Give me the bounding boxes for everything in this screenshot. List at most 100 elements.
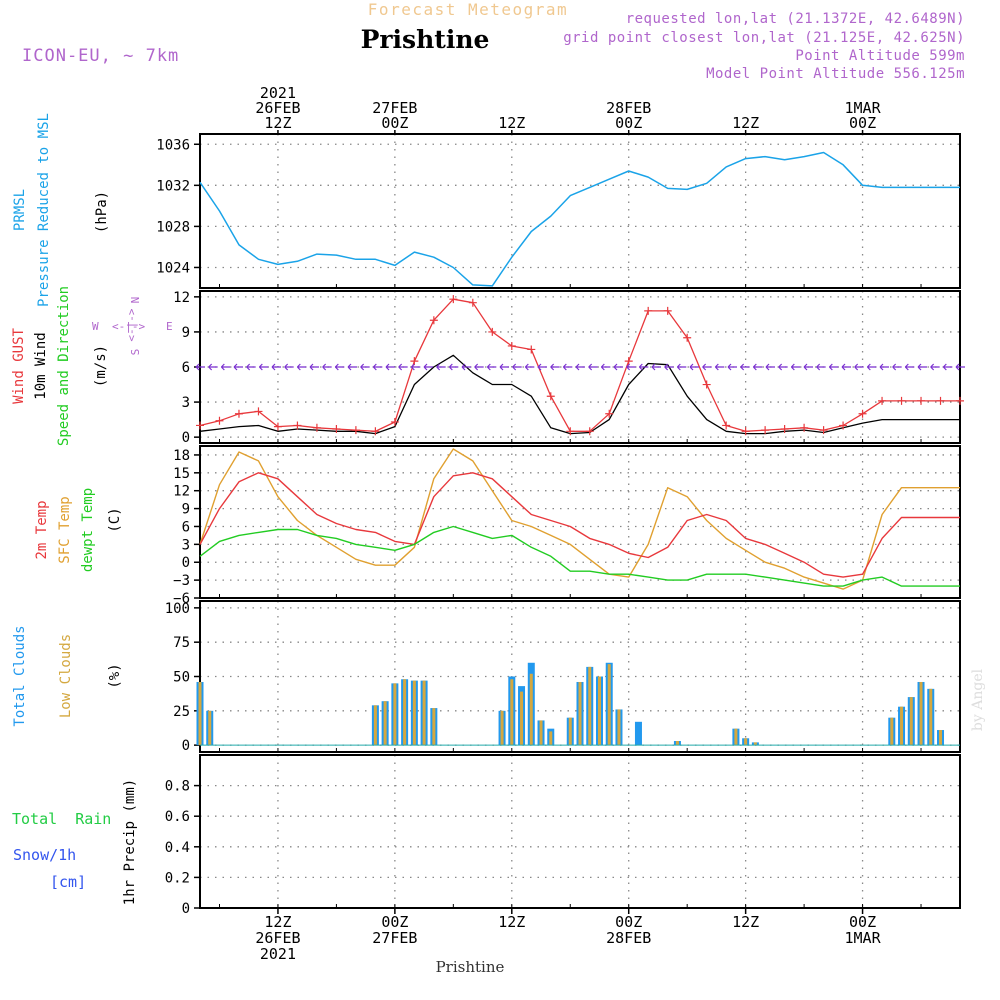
compass-w: W [92, 320, 99, 333]
wind-direction-arrow [942, 363, 953, 371]
wind-direction-arrow [195, 363, 205, 371]
wind-direction-arrow [752, 363, 763, 371]
low-cloud-bar [539, 720, 543, 746]
low-cloud-bar [607, 664, 611, 746]
wind-gust-marker [488, 327, 497, 336]
wind-direction-arrow [271, 363, 281, 371]
pressure-ytick-label: 1036 [156, 137, 190, 153]
precip-panel-labels: Total Rain Snow/1h [cm] 1hr Precip (mm) [12, 779, 138, 905]
pressure-panel: 1024 1028 1032 1036 [156, 133, 961, 289]
clouds-frame [199, 600, 961, 753]
compass-ew-arrow: <-|-> [112, 320, 145, 333]
low-cloud-bar [744, 738, 748, 746]
total-cloud-bar [634, 721, 642, 746]
wind-direction-arrow [803, 363, 813, 371]
wind-gust-marker [624, 357, 633, 366]
wind-direction-arrow [436, 363, 446, 371]
wind-direction-arrow [448, 363, 459, 371]
low-cloud-bar [597, 676, 601, 746]
wind-direction-arrow [892, 363, 902, 371]
wind-mean-series [199, 354, 960, 435]
chart-title: Prishtine [361, 25, 490, 54]
wind-direction-arrow [220, 363, 231, 371]
dewpt-temp-series [199, 525, 960, 587]
temp-ytick-label: 12 [173, 484, 190, 500]
bottom-time-label: 12Z [498, 913, 525, 931]
wind-gust-marker [761, 426, 770, 435]
clouds-ytick-label: 75 [173, 635, 190, 651]
prmsl-label: PRMSL [12, 189, 28, 231]
wind-direction-arrow [512, 363, 522, 371]
low-cloud-bar [373, 705, 377, 746]
sfc-temp-series [199, 448, 960, 590]
wind-speed-dir-label: Speed and Direction [56, 286, 72, 446]
temp-panel-labels: 2m Temp SFC Temp dewpt Temp (C) [34, 488, 123, 572]
low-cloud-bar [734, 728, 738, 746]
wind-gust-marker [936, 396, 945, 405]
low-cloud-bar [529, 673, 533, 746]
wind-direction-arrow [334, 363, 345, 371]
wind-gust-marker [215, 416, 224, 425]
temp-frame [199, 445, 961, 599]
bottom-time-label: 12Z [732, 913, 759, 931]
wind-gust-marker [527, 345, 536, 354]
wind-unit: (m/s) [93, 345, 109, 387]
low-cloud-bar [500, 710, 504, 746]
wind-direction-arrow [854, 363, 864, 371]
wind-direction-arrow [740, 363, 750, 371]
top-time-label: 12Z [264, 114, 291, 132]
wind-direction-arrow [537, 363, 547, 371]
compass-e: E [166, 320, 173, 333]
temp-ytick-label: 15 [173, 466, 190, 482]
temp-ytick-label: 3 [182, 537, 190, 553]
wind-gust-marker [332, 424, 341, 433]
wind-ytick-label: 3 [182, 395, 190, 411]
temp-sfc-label: SFC Temp [57, 496, 73, 563]
temp-2m-label: 2m Temp [34, 500, 50, 559]
bottom-time-label: 00Z [381, 913, 408, 931]
temp-ytick-label: 9 [182, 502, 190, 518]
wind-direction-arrow [385, 363, 395, 371]
wind-gust-marker [839, 421, 848, 430]
wind-gust-marker [371, 427, 380, 436]
top-time-label: 28FEB [606, 99, 651, 117]
requested-coords: requested lon,lat (21.1372E, 42.6489N) [626, 11, 965, 27]
low-cloud-bar [929, 688, 933, 746]
compass-n: N [129, 297, 142, 304]
pressure-panel-labels: PRMSL Pressure Reduced to MSL (hPa) [12, 113, 110, 307]
wind-direction-arrow [930, 363, 940, 371]
wind-ytick-label: 6 [182, 360, 190, 376]
low-cloud-bar [208, 710, 212, 746]
wind-direction-arrow [410, 363, 421, 371]
wind-ytick-label: 12 [173, 290, 190, 306]
clouds-ytick-label: 25 [173, 704, 190, 720]
precip-ytick-label: 0.4 [165, 840, 190, 856]
wind-gust-marker [507, 341, 516, 350]
clouds-ytick-label: 100 [165, 601, 190, 617]
model-point-altitude: Model Point Altitude 556.125m [706, 66, 965, 82]
bottom-time-label: 12Z [264, 913, 291, 931]
wind-direction-arrow [778, 363, 788, 371]
pressure-ytick-label: 1028 [156, 219, 190, 235]
top-time-label: 27FEB [372, 99, 417, 117]
total-rain-label: Total Rain [12, 810, 111, 828]
wind-direction-arrow [347, 363, 357, 371]
grid-point-coords: grid point closest lon,lat (21.125E, 42.… [563, 30, 965, 46]
temp-dewpt-label: dewpt Temp [80, 488, 96, 572]
precip-ytick-label: 0.6 [165, 809, 190, 825]
point-altitude: Point Altitude 599m [795, 48, 965, 64]
wind-direction-arrow [664, 363, 674, 371]
bottom-time-label: 26FEB [255, 929, 300, 947]
pressure-unit: (hPa) [94, 191, 110, 233]
chart-subtitle: Forecast Meteogram [368, 0, 568, 19]
wind-direction-arrow [372, 363, 383, 371]
temp-ytick-label: 18 [173, 448, 190, 464]
wind-gust-marker [312, 423, 321, 432]
wind-direction-arrow [904, 363, 915, 371]
low-cloud-bar [588, 666, 592, 746]
wind-gust-marker [196, 421, 204, 430]
temp-unit: (C) [107, 507, 123, 532]
wind-direction-arrow [360, 363, 370, 371]
low-cloud-bar [578, 681, 582, 746]
wind-10m-label: 10m Wind [33, 332, 49, 399]
